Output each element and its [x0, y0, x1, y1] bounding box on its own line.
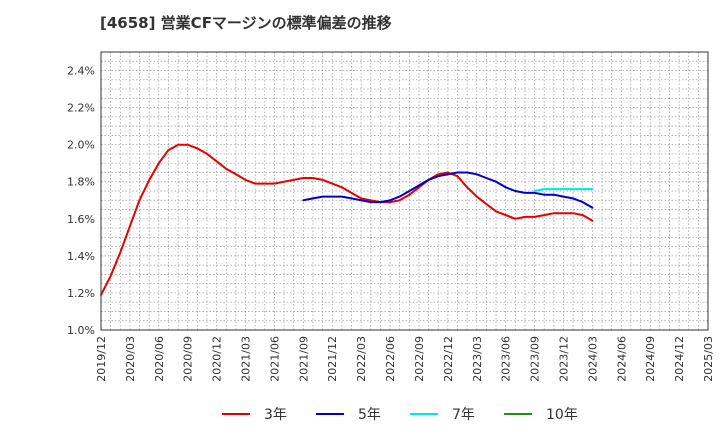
y-tick-label: 2.4% [67, 65, 95, 78]
x-tick-label: 2022/12 [442, 336, 455, 382]
series-line [302, 171, 594, 209]
y-tick-label: 1.4% [67, 250, 95, 263]
legend: 3年 5年 7年 10年 [222, 407, 578, 423]
plot-area [101, 52, 708, 330]
y-tick-label: 1.2% [67, 287, 95, 300]
x-tick-label: 2020/06 [153, 336, 166, 382]
series-layer [100, 143, 594, 296]
plot-background [101, 52, 708, 330]
x-tick-label: 2024/06 [615, 336, 628, 382]
x-tick-label: 2020/09 [182, 336, 195, 382]
legend-label: 5年 [358, 407, 381, 423]
x-tick-label: 2025/03 [702, 336, 715, 382]
x-tick-label: 2024/09 [644, 336, 657, 382]
x-tick-label: 2021/12 [326, 336, 339, 382]
y-tick-label: 2.2% [67, 102, 95, 115]
x-tick-label: 2023/06 [500, 336, 513, 382]
y-tick-label: 1.8% [67, 176, 95, 189]
chart-title: [4658] 営業CFマージンの標準偏差の推移 [100, 14, 392, 32]
x-tick-label: 2021/06 [268, 336, 281, 382]
x-tick-label: 2022/06 [384, 336, 397, 382]
x-tick-label: 2019/12 [95, 336, 108, 382]
x-tick-label: 2021/03 [240, 336, 253, 382]
legend-label: 3年 [264, 407, 287, 423]
x-tick-label: 2020/12 [211, 336, 224, 382]
y-tick-label: 1.6% [67, 213, 95, 226]
x-tick-label: 2024/12 [673, 336, 686, 382]
series-line [100, 143, 594, 296]
y-tick-label: 1.0% [67, 324, 95, 337]
x-tick-label: 2023/09 [529, 336, 542, 382]
x-tick-label: 2023/12 [557, 336, 570, 382]
y-tick-label: 2.0% [67, 139, 95, 152]
x-tick-label: 2021/09 [297, 336, 310, 382]
series-line [533, 188, 594, 192]
x-tick-label: 2020/03 [124, 336, 137, 382]
x-tick-label: 2022/03 [355, 336, 368, 382]
x-tick-label: 2022/09 [413, 336, 426, 382]
axes: 1.0% 1.2% 1.4% 1.6% 1.8% 2.0% 2.2% 2.4% 2019/12 2… [67, 51, 715, 382]
plot-border [100, 51, 709, 331]
legend-label: 7年 [452, 407, 475, 423]
legend-label: 10年 [546, 407, 578, 423]
x-tick-label: 2024/03 [586, 336, 599, 382]
x-tick-label: 2023/03 [471, 336, 484, 382]
